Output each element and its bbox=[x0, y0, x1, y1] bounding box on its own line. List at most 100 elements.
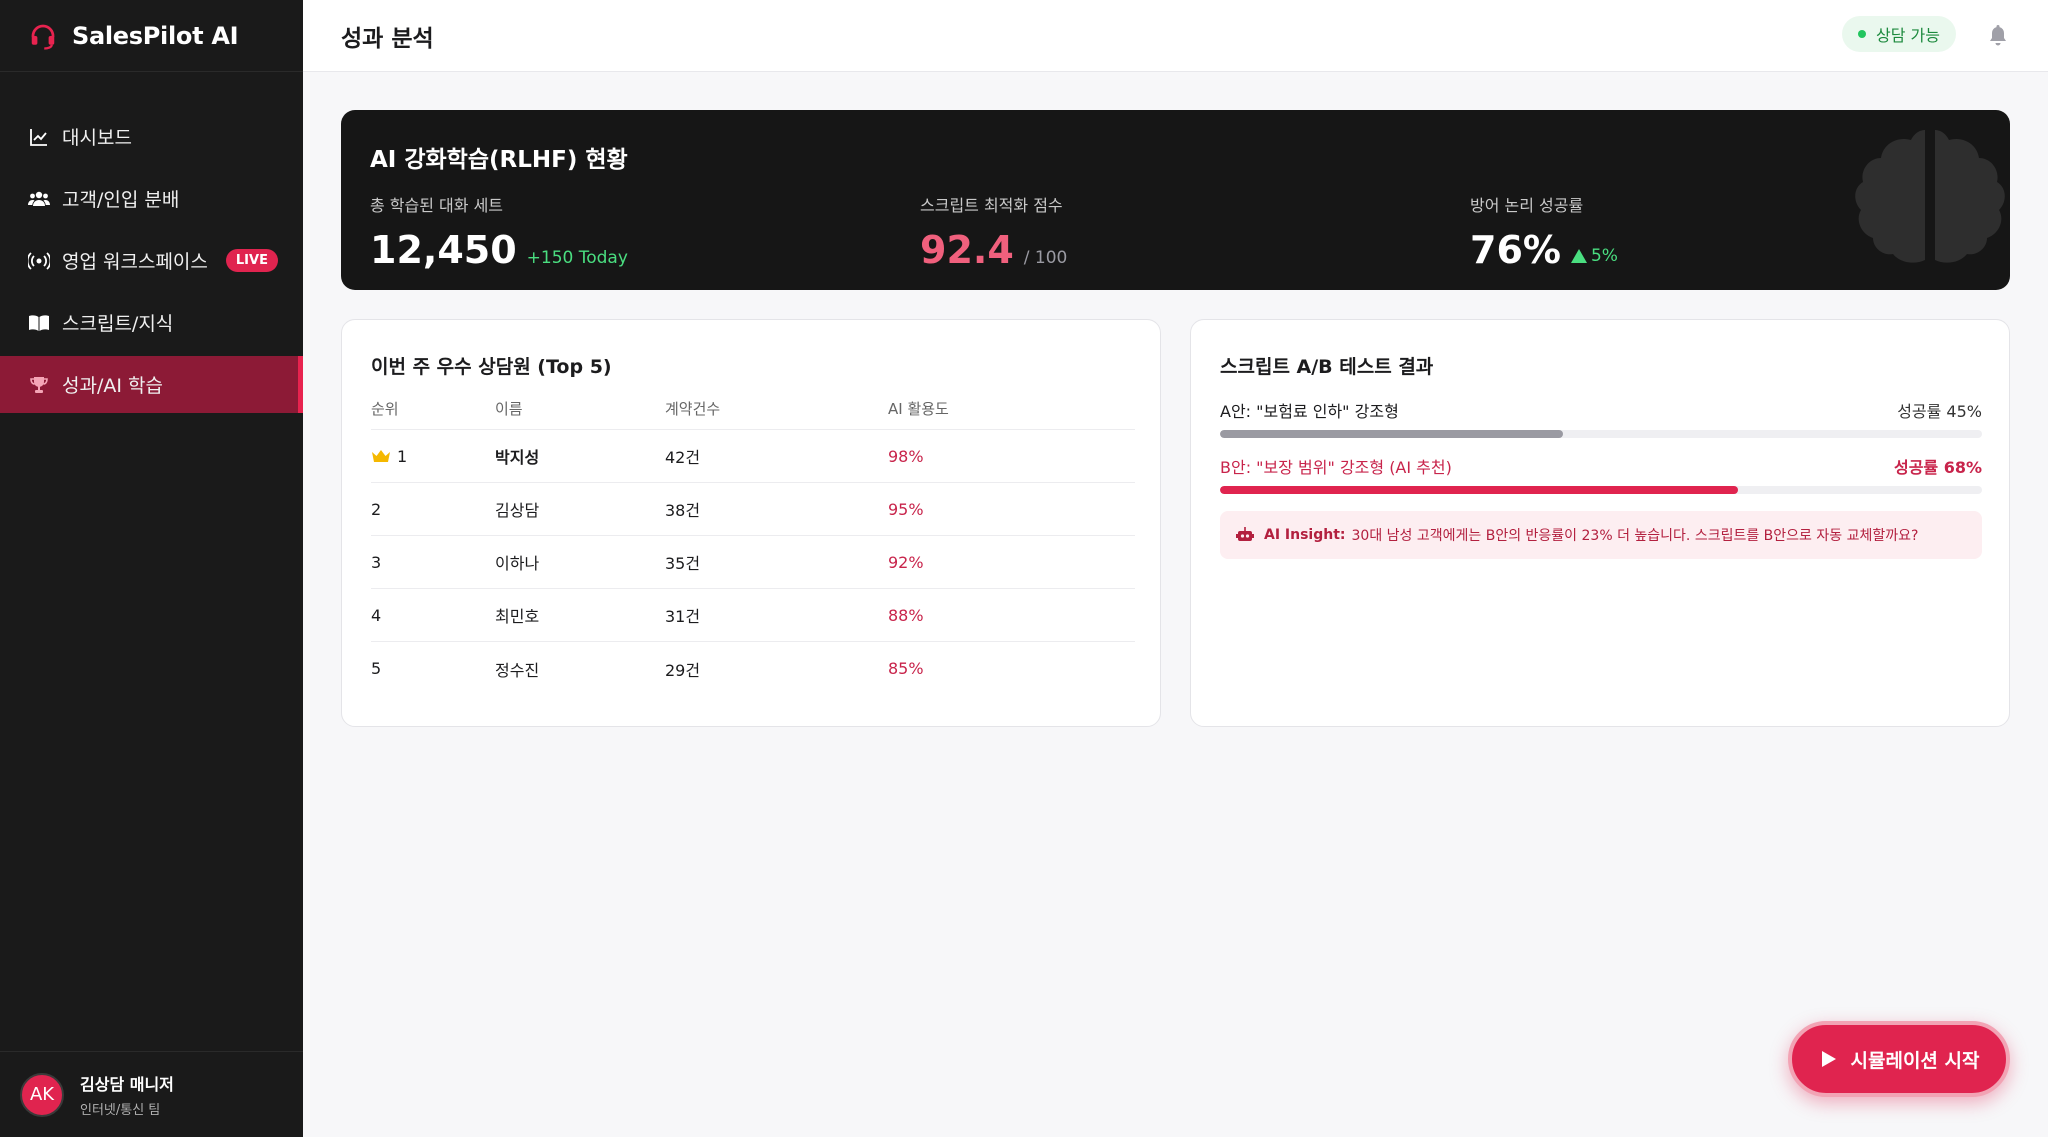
sidebar-nav: 대시보드 고객/인입 분배 영업 워크스페이스 LIVE 스크립트/지식 성 bbox=[0, 108, 303, 413]
progress-track bbox=[1220, 486, 1982, 494]
metric-defense-rate: 방어 논리 성공률 76% 5% bbox=[1470, 192, 1618, 272]
metric-label: 방어 논리 성공률 bbox=[1470, 196, 1584, 215]
brand[interactable]: SalesPilot AI bbox=[0, 0, 303, 72]
insight-title: AI Insight: bbox=[1264, 527, 1346, 543]
user-name: 김상담 매니저 bbox=[80, 1075, 174, 1094]
column-header-ai-usage: AI 활용도 bbox=[888, 400, 949, 418]
metric-value: 76% bbox=[1470, 228, 1561, 272]
hero-title: AI 강화학습(RLHF) 현황 bbox=[370, 147, 628, 173]
ai-usage-cell: 92% bbox=[888, 552, 924, 572]
rank-cell: 5 bbox=[371, 659, 382, 678]
rank-cell: 4 bbox=[371, 605, 382, 625]
avatar: AK bbox=[20, 1072, 64, 1117]
contracts-cell: 29건 bbox=[665, 660, 701, 680]
contracts-cell: 38건 bbox=[665, 501, 701, 520]
top-agents-card: 이번 주 우수 상담원 (Top 5) 순위 이름 계약건수 AI 활용도 1 … bbox=[341, 319, 1161, 727]
sidebar: SalesPilot AI 대시보드 고객/인입 분배 영업 워크스페이스 LI… bbox=[0, 0, 303, 1137]
start-simulation-button[interactable]: 시뮬레이션 시작 bbox=[1788, 1021, 2010, 1097]
insight-text: 30대 남성 고객에게는 B안의 반응률이 23% 더 높습니다. 스크립트를 … bbox=[1351, 528, 1919, 544]
contracts-cell: 42건 bbox=[665, 448, 701, 467]
name-cell: 정수진 bbox=[495, 660, 540, 680]
variant-label: B안: "보장 범위" 강조형 (AI 추천) bbox=[1220, 458, 1452, 477]
variant-result: 성공률 68% bbox=[1893, 458, 1982, 477]
rank-cell: 3 bbox=[371, 552, 382, 572]
name-cell: 이하나 bbox=[495, 554, 540, 573]
table-row[interactable]: 5 정수진 29건 85% bbox=[371, 642, 1135, 695]
name-cell: 박지성 bbox=[495, 448, 540, 467]
column-header-contracts: 계약건수 bbox=[665, 400, 721, 418]
robot-icon bbox=[1236, 527, 1254, 541]
page-title: 성과 분석 bbox=[341, 25, 434, 52]
metric-delta: 5% bbox=[1590, 246, 1618, 266]
rlhf-status-card: AI 강화학습(RLHF) 현황 총 학습된 대화 세트 12,450 +150… bbox=[341, 110, 2010, 290]
arrow-up-icon bbox=[1570, 249, 1587, 263]
simulation-label: 시뮬레이션 시작 bbox=[1850, 1049, 1980, 1072]
metric-script-score: 스크립트 최적화 점수 92.4 / 100 bbox=[920, 192, 1067, 272]
sidebar-item-label: 영업 워크스페이스 bbox=[62, 251, 208, 273]
ai-insight-banner[interactable]: AI Insight: 30대 남성 고객에게는 B안의 반응률이 23% 더 … bbox=[1220, 511, 1982, 559]
metric-label: 스크립트 최적화 점수 bbox=[920, 196, 1063, 215]
ab-test-card: 스크립트 A/B 테스트 결과 A안: "보험료 인하" 강조형 성공률 45%… bbox=[1190, 319, 2010, 727]
topbar: 성과 분석 상담 가능 bbox=[303, 0, 2048, 72]
sidebar-item-customers[interactable]: 고객/인입 분배 bbox=[0, 170, 303, 227]
sidebar-item-label: 성과/AI 학습 bbox=[62, 375, 163, 397]
user-profile[interactable]: AK 김상담 매니저 인터넷/통신 팀 bbox=[0, 1051, 303, 1137]
users-icon bbox=[28, 188, 50, 210]
ai-usage-cell: 95% bbox=[888, 499, 924, 519]
status-label: 상담 가능 bbox=[1876, 26, 1940, 45]
status-dot-icon bbox=[1858, 30, 1867, 38]
contracts-cell: 31건 bbox=[665, 607, 701, 626]
metric-value: 12,450 bbox=[370, 228, 517, 272]
ai-usage-cell: 85% bbox=[888, 659, 924, 678]
column-header-name: 이름 bbox=[495, 400, 523, 418]
ab-variant-b: B안: "보장 범위" 강조형 (AI 추천) 성공률 68% bbox=[1220, 454, 1982, 494]
table-header: 순위 이름 계약건수 AI 활용도 bbox=[371, 398, 1135, 430]
bell-icon[interactable] bbox=[1988, 24, 2008, 46]
broadcast-icon bbox=[28, 250, 50, 272]
variant-label: A안: "보험료 인하" 강조형 bbox=[1220, 402, 1399, 421]
chart-line-icon bbox=[28, 126, 50, 148]
book-open-icon bbox=[28, 312, 50, 334]
ai-usage-cell: 98% bbox=[888, 446, 924, 466]
name-cell: 김상담 bbox=[495, 501, 540, 520]
card-title: 이번 주 우수 상담원 (Top 5) bbox=[371, 356, 612, 378]
rank-cell: 2 bbox=[371, 499, 382, 519]
sidebar-item-scripts[interactable]: 스크립트/지식 bbox=[0, 294, 303, 351]
crown-icon bbox=[372, 450, 390, 462]
metric-delta: +150 Today bbox=[526, 248, 628, 268]
metric-max: / 100 bbox=[1023, 248, 1068, 268]
ai-usage-cell: 88% bbox=[888, 605, 924, 625]
progress-fill bbox=[1220, 430, 1563, 438]
card-title: 스크립트 A/B 테스트 결과 bbox=[1220, 356, 1434, 378]
trophy-icon bbox=[28, 374, 50, 396]
table-row[interactable]: 2 김상담 38건 95% bbox=[371, 483, 1135, 536]
top-agents-table: 순위 이름 계약건수 AI 활용도 1 박지성 42건 98% 2 김상담 38… bbox=[371, 398, 1135, 695]
metric-value: 92.4 bbox=[920, 228, 1014, 272]
sidebar-item-label: 대시보드 bbox=[62, 127, 132, 149]
headset-icon bbox=[31, 24, 55, 50]
metric-label: 총 학습된 대화 세트 bbox=[370, 196, 504, 215]
user-team: 인터넷/통신 팀 bbox=[80, 1103, 161, 1118]
column-header-rank: 순위 bbox=[371, 400, 399, 418]
table-row[interactable]: 3 이하나 35건 92% bbox=[371, 536, 1135, 589]
brain-icon bbox=[1855, 110, 2005, 263]
ab-variant-a: A안: "보험료 인하" 강조형 성공률 45% bbox=[1220, 398, 1982, 438]
sidebar-item-workspace[interactable]: 영업 워크스페이스 LIVE bbox=[0, 232, 303, 289]
table-row[interactable]: 1 박지성 42건 98% bbox=[371, 430, 1135, 483]
name-cell: 최민호 bbox=[495, 607, 540, 626]
contracts-cell: 35건 bbox=[665, 554, 701, 573]
sidebar-item-dashboard[interactable]: 대시보드 bbox=[0, 108, 303, 165]
metric-training-sets: 총 학습된 대화 세트 12,450 +150 Today bbox=[370, 192, 628, 272]
live-badge: LIVE bbox=[225, 249, 278, 272]
table-row[interactable]: 4 최민호 31건 88% bbox=[371, 589, 1135, 642]
sidebar-item-performance[interactable]: 성과/AI 학습 bbox=[0, 356, 303, 413]
variant-result: 성공률 45% bbox=[1897, 402, 1982, 421]
sidebar-item-label: 스크립트/지식 bbox=[62, 313, 174, 335]
brand-name: SalesPilot AI bbox=[72, 21, 239, 50]
status-badge[interactable]: 상담 가능 bbox=[1842, 16, 1956, 52]
sidebar-item-label: 고객/인입 분배 bbox=[62, 189, 180, 211]
rank-cell: 1 bbox=[397, 446, 408, 466]
play-icon bbox=[1821, 1051, 1836, 1067]
progress-track bbox=[1220, 430, 1982, 438]
progress-fill bbox=[1220, 486, 1739, 494]
